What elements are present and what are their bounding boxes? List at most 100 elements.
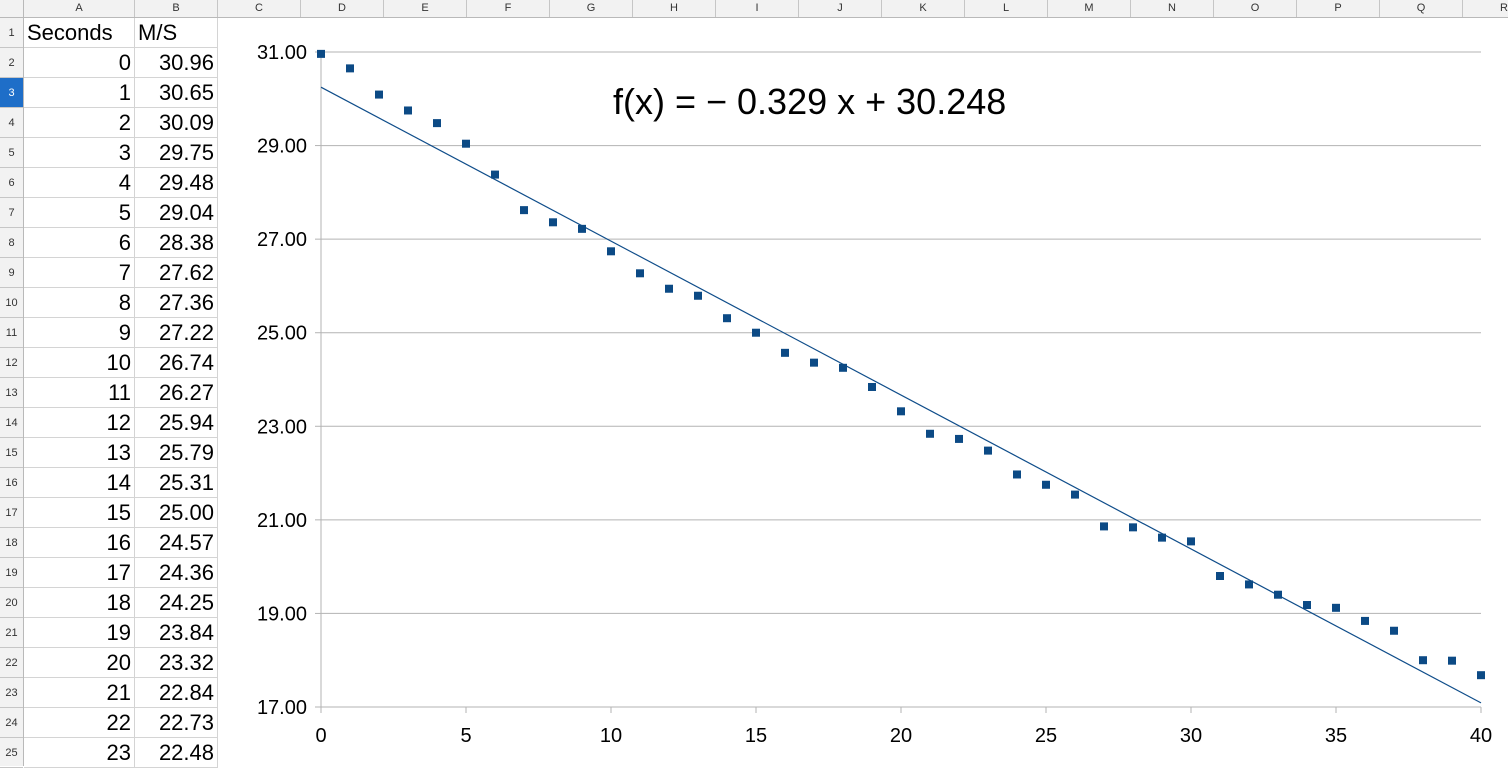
column-header-r[interactable]: R [1463, 0, 1508, 17]
cell-a18[interactable]: 16 [24, 528, 135, 558]
column-header-c[interactable]: C [218, 0, 301, 17]
row-header-15[interactable]: 15 [0, 438, 23, 468]
cell-a8[interactable]: 6 [24, 228, 135, 258]
data-point[interactable] [897, 407, 905, 416]
cell-b3[interactable]: 30.65 [135, 78, 218, 108]
data-point[interactable] [781, 348, 789, 357]
data-point[interactable] [1419, 656, 1427, 665]
cell-b17[interactable]: 25.00 [135, 498, 218, 528]
row-header-6[interactable]: 6 [0, 168, 23, 198]
cell-a7[interactable]: 5 [24, 198, 135, 228]
data-point[interactable] [839, 363, 847, 372]
data-point[interactable] [1361, 616, 1369, 625]
cell-a13[interactable]: 11 [24, 378, 135, 408]
data-point[interactable] [1158, 533, 1166, 542]
scatter-chart[interactable]: 17.00 19.00 21.00 23.00 25.00 27.00 29.00 31.00… [218, 18, 1508, 766]
row-header-4[interactable]: 4 [0, 108, 23, 138]
cell-b21[interactable]: 23.84 [135, 618, 218, 648]
row-header-3[interactable]: 3 [0, 78, 23, 108]
data-point[interactable] [607, 247, 615, 256]
row-header-7[interactable]: 7 [0, 198, 23, 228]
cell-a5[interactable]: 3 [24, 138, 135, 168]
data-point[interactable] [549, 218, 557, 227]
cell-b14[interactable]: 25.94 [135, 408, 218, 438]
data-point[interactable] [868, 382, 876, 391]
cell-b9[interactable]: 27.62 [135, 258, 218, 288]
cell-b12[interactable]: 26.74 [135, 348, 218, 378]
cell-b1[interactable]: M/S [135, 18, 218, 48]
data-point[interactable] [955, 434, 963, 443]
row-header-23[interactable]: 23 [0, 678, 23, 708]
cell-a2[interactable]: 0 [24, 48, 135, 78]
data-point[interactable] [375, 90, 383, 99]
row-header-8[interactable]: 8 [0, 228, 23, 258]
cell-a25[interactable]: 23 [24, 738, 135, 768]
data-point[interactable] [433, 119, 441, 128]
cell-a6[interactable]: 4 [24, 168, 135, 198]
cell-b2[interactable]: 30.96 [135, 48, 218, 78]
data-point[interactable] [1274, 590, 1282, 599]
cell-a1[interactable]: Seconds [24, 18, 135, 48]
cell-b6[interactable]: 29.48 [135, 168, 218, 198]
row-header-21[interactable]: 21 [0, 618, 23, 648]
row-header-22[interactable]: 22 [0, 648, 23, 678]
cell-a24[interactable]: 22 [24, 708, 135, 738]
cell-a23[interactable]: 21 [24, 678, 135, 708]
row-header-24[interactable]: 24 [0, 708, 23, 738]
cell-b18[interactable]: 24.57 [135, 528, 218, 558]
row-header-5[interactable]: 5 [0, 138, 23, 168]
data-point[interactable] [810, 358, 818, 367]
select-all-corner[interactable] [0, 0, 24, 18]
cell-b19[interactable]: 24.36 [135, 558, 218, 588]
data-point[interactable] [346, 64, 354, 73]
cell-a22[interactable]: 20 [24, 648, 135, 678]
data-point[interactable] [1216, 572, 1224, 580]
column-header-l[interactable]: L [965, 0, 1048, 17]
row-header-12[interactable]: 12 [0, 348, 23, 378]
data-point[interactable] [984, 446, 992, 455]
row-header-18[interactable]: 18 [0, 528, 23, 558]
cell-b13[interactable]: 26.27 [135, 378, 218, 408]
column-header-a[interactable]: A [24, 0, 135, 17]
data-point[interactable] [1129, 523, 1137, 532]
cell-a10[interactable]: 8 [24, 288, 135, 318]
cell-a11[interactable]: 9 [24, 318, 135, 348]
data-point[interactable] [665, 284, 673, 293]
row-header-16[interactable]: 16 [0, 468, 23, 498]
cell-b7[interactable]: 29.04 [135, 198, 218, 228]
row-header-20[interactable]: 20 [0, 588, 23, 618]
data-point[interactable] [1013, 470, 1021, 479]
cell-b24[interactable]: 22.73 [135, 708, 218, 738]
cell-b22[interactable]: 23.32 [135, 648, 218, 678]
cell-b11[interactable]: 27.22 [135, 318, 218, 348]
column-header-n[interactable]: N [1131, 0, 1214, 17]
row-header-10[interactable]: 10 [0, 288, 23, 318]
cell-b15[interactable]: 25.79 [135, 438, 218, 468]
row-header-9[interactable]: 9 [0, 258, 23, 288]
column-header-g[interactable]: G [550, 0, 633, 17]
data-point[interactable] [723, 314, 731, 323]
row-header-25[interactable]: 25 [0, 738, 23, 768]
column-header-m[interactable]: M [1048, 0, 1131, 17]
cell-b8[interactable]: 28.38 [135, 228, 218, 258]
data-point[interactable] [1100, 522, 1108, 531]
column-header-j[interactable]: J [799, 0, 882, 17]
row-header-14[interactable]: 14 [0, 408, 23, 438]
data-point[interactable] [1042, 480, 1050, 489]
cell-b25[interactable]: 22.48 [135, 738, 218, 768]
row-header-17[interactable]: 17 [0, 498, 23, 528]
data-point[interactable] [1332, 603, 1340, 612]
column-header-e[interactable]: E [384, 0, 467, 17]
data-point[interactable] [520, 206, 528, 215]
cell-a20[interactable]: 18 [24, 588, 135, 618]
cell-a9[interactable]: 7 [24, 258, 135, 288]
data-point[interactable] [1187, 537, 1195, 546]
data-point[interactable] [1071, 490, 1079, 499]
column-header-k[interactable]: K [882, 0, 965, 17]
cell-a15[interactable]: 13 [24, 438, 135, 468]
data-point[interactable] [752, 328, 760, 337]
cell-a19[interactable]: 17 [24, 558, 135, 588]
data-point[interactable] [404, 106, 412, 115]
column-header-h[interactable]: H [633, 0, 716, 17]
data-point[interactable] [1390, 626, 1398, 635]
